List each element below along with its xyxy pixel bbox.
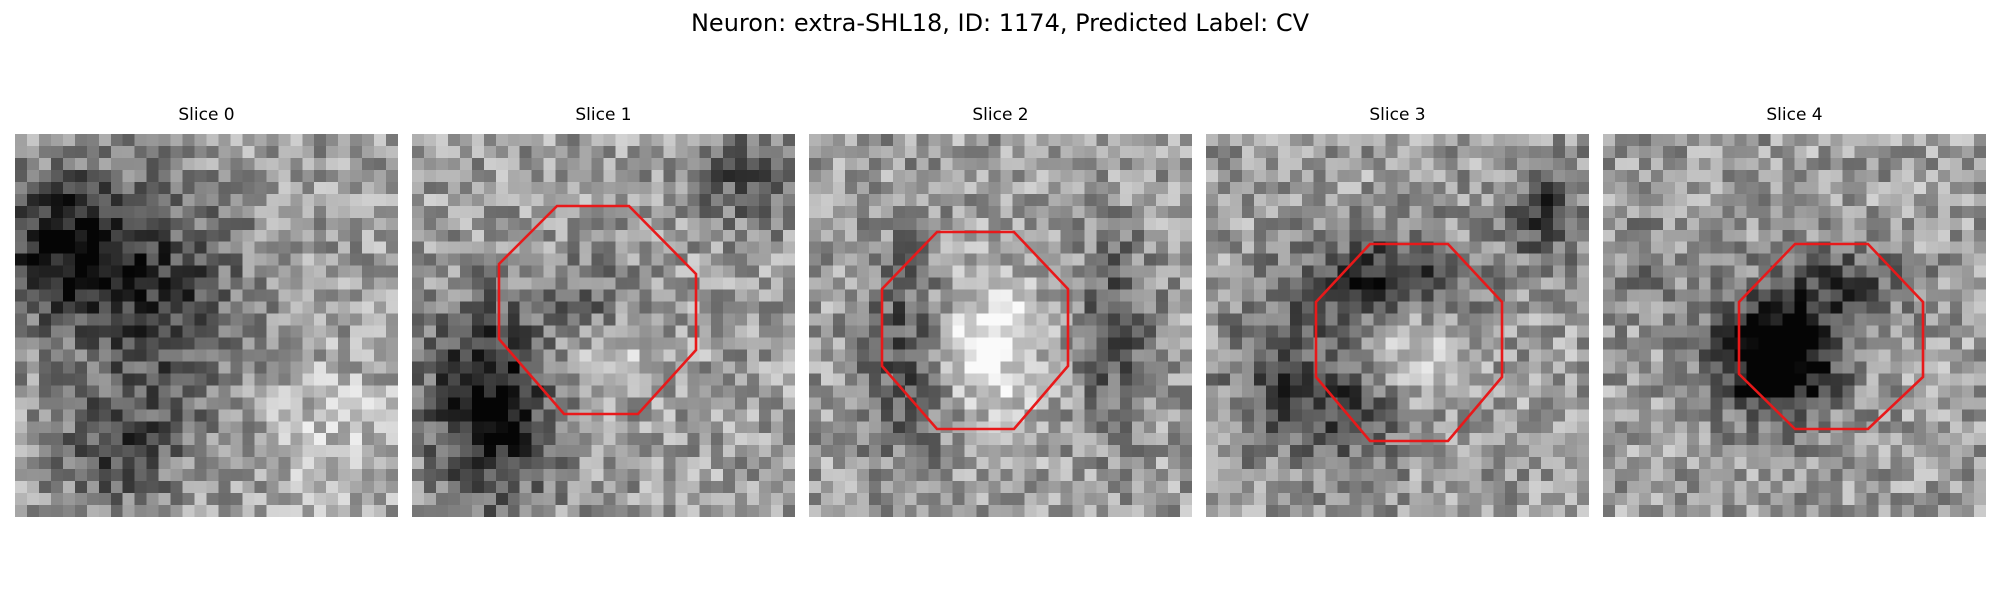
- slice-panel-0: Slice 0: [15, 104, 398, 517]
- octagon-outline: [880, 230, 1070, 431]
- octagon-outline: [1314, 242, 1504, 443]
- slice-image: [15, 134, 398, 517]
- slice-title: Slice 2: [972, 105, 1029, 125]
- slice-title: Slice 1: [575, 105, 632, 125]
- slice-title: Slice 4: [1766, 105, 1823, 125]
- slice-panel-3: Slice 3: [1206, 104, 1589, 517]
- slice-panel-1: Slice 1: [412, 104, 795, 517]
- slice-panel-4: Slice 4: [1603, 104, 1986, 517]
- slice-image: [809, 134, 1192, 517]
- slice-title: Slice 3: [1369, 105, 1426, 125]
- slice-image: [412, 134, 795, 517]
- octagon-outline: [497, 204, 698, 416]
- figure-title: Neuron: extra-SHL18, ID: 1174, Predicted…: [690, 9, 1310, 37]
- slice-image: [1206, 134, 1589, 517]
- octagon-outline: [1737, 242, 1925, 431]
- slice-title: Slice 0: [178, 105, 235, 125]
- slice-panel-2: Slice 2: [809, 104, 1192, 517]
